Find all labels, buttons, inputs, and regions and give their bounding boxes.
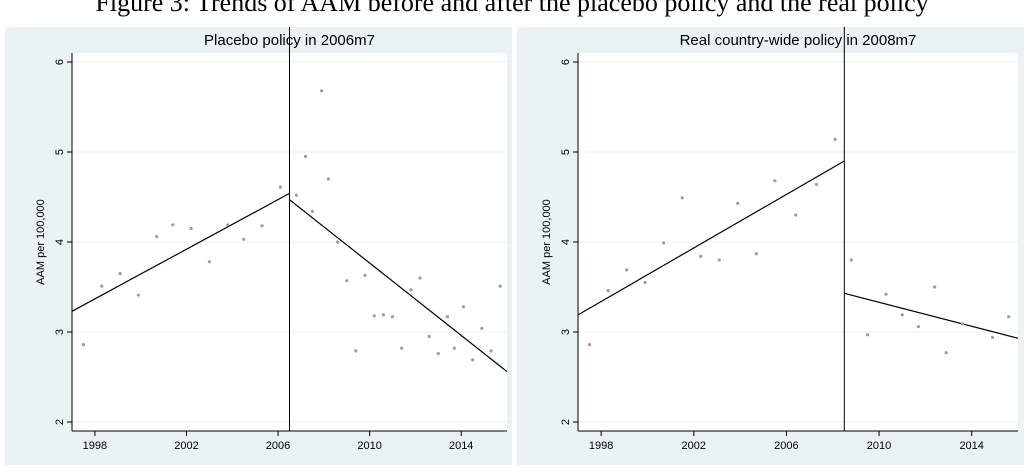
x-tick-label: 1998	[83, 440, 107, 452]
y-tick-label: 5	[560, 149, 572, 155]
axes: 2 3 4 5 6 1998 2002 2006 2010 2014	[560, 53, 1018, 452]
data-point	[136, 293, 140, 297]
data-point	[498, 284, 502, 288]
data-point	[833, 137, 837, 141]
data-point	[990, 335, 995, 339]
data-point	[489, 349, 493, 353]
data-point	[242, 237, 246, 241]
y-axis-label: AAM per 100,000	[35, 199, 47, 285]
data-point	[960, 322, 965, 326]
data-point	[319, 89, 324, 93]
data-point	[754, 252, 758, 256]
data-point	[418, 276, 422, 280]
x-tick-label: 2014	[959, 440, 983, 452]
data-point	[207, 260, 211, 264]
data-point	[933, 285, 937, 289]
data-point	[118, 271, 122, 276]
data-point	[409, 288, 413, 292]
fit-line-post	[844, 292, 1019, 339]
scatter-points	[81, 89, 502, 362]
data-point	[849, 258, 853, 262]
x-tick-label: 2006	[266, 440, 290, 452]
data-point	[944, 351, 948, 355]
data-point	[773, 179, 777, 183]
y-tick-label: 5	[54, 149, 66, 155]
y-tick-label: 2	[54, 419, 66, 425]
data-point	[260, 224, 264, 228]
x-tick-label: 2002	[682, 440, 706, 452]
data-point	[1007, 315, 1011, 319]
data-point	[662, 241, 666, 245]
data-point	[390, 315, 395, 319]
data-point	[326, 177, 331, 181]
data-point	[480, 326, 484, 330]
data-point	[226, 223, 230, 227]
data-point	[303, 154, 308, 159]
data-point	[699, 254, 703, 258]
chart-panel-right: 2 3 4 5 6 1998 2002 2006 2010 2014 Real country-wi…	[517, 27, 1024, 465]
y-tick-label: 2	[560, 419, 572, 425]
x-tick-label: 2014	[449, 440, 473, 452]
data-point	[354, 349, 358, 353]
data-point	[736, 201, 740, 205]
y-tick-label: 6	[560, 59, 572, 65]
y-tick-label: 3	[54, 329, 66, 335]
y-tick-label: 4	[560, 239, 572, 245]
data-point	[865, 333, 870, 337]
data-point	[436, 352, 440, 356]
y-axis-label: AAM per 100,000	[541, 199, 553, 285]
x-tick-label: 2002	[174, 440, 198, 452]
data-point	[100, 284, 104, 288]
data-point	[278, 185, 282, 189]
fit-line-pre	[577, 160, 845, 316]
data-point	[363, 273, 367, 277]
x-tick-label: 2010	[867, 440, 891, 452]
data-point	[461, 305, 466, 309]
data-point	[400, 346, 404, 350]
x-tick-label: 1998	[589, 440, 613, 452]
data-point	[171, 223, 175, 227]
data-point	[794, 213, 798, 217]
y-tick-label: 3	[560, 329, 572, 335]
data-point	[445, 315, 450, 319]
data-point	[606, 289, 610, 293]
data-point	[471, 358, 475, 362]
fit-line-pre	[71, 192, 290, 312]
data-point	[884, 292, 888, 296]
figure-title: Figure 3: Trends of AAM before and after…	[95, 0, 929, 17]
data-point	[372, 314, 376, 318]
data-point	[335, 240, 340, 244]
data-point	[814, 182, 819, 186]
axes: 2 3 4 5 6 1998 2002 2006 2010 2014	[54, 53, 507, 452]
data-point	[452, 346, 456, 350]
fit-line-post	[289, 199, 508, 373]
data-point	[345, 279, 349, 283]
data-point	[717, 258, 721, 262]
y-tick-label: 6	[54, 59, 66, 65]
data-point	[587, 343, 592, 347]
data-point	[189, 226, 193, 231]
data-point	[916, 325, 921, 329]
data-point	[155, 235, 159, 239]
data-point	[310, 209, 314, 213]
data-point	[900, 313, 904, 317]
data-point	[625, 268, 629, 272]
data-point	[381, 313, 385, 317]
chart-title: Real country-wide policy in 2008m7	[680, 32, 917, 49]
data-point	[427, 334, 431, 339]
scatter-points	[587, 137, 1011, 355]
x-tick-label: 2006	[774, 440, 798, 452]
data-point	[81, 343, 86, 347]
x-tick-label: 2010	[357, 440, 381, 452]
data-point	[680, 196, 684, 200]
data-point	[643, 280, 647, 285]
data-point	[294, 193, 298, 197]
y-tick-label: 4	[54, 239, 66, 245]
